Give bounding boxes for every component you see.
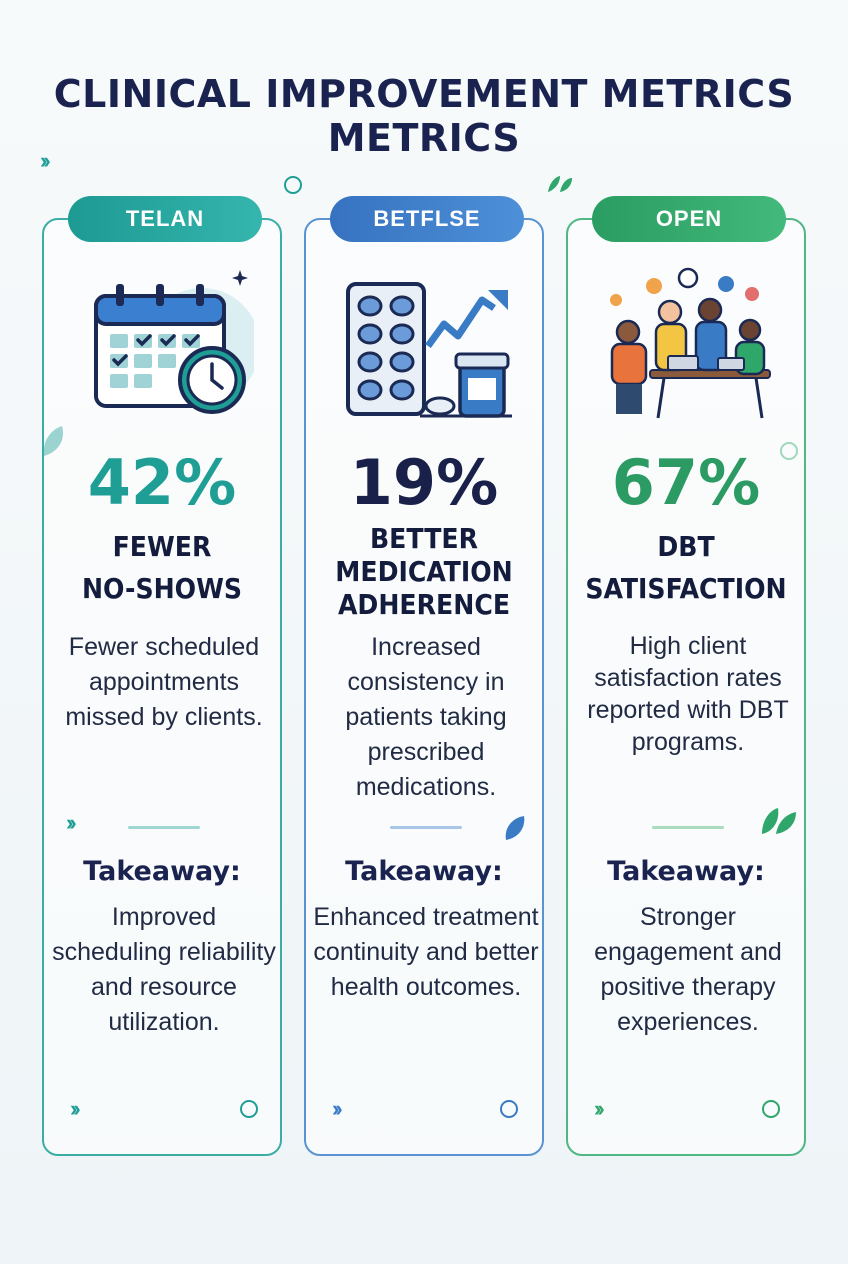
- takeaway-text: Improved scheduling reliability and reso…: [52, 903, 276, 1036]
- takeaway-heading: Takeaway:: [345, 856, 503, 887]
- metric-label: DBT SATISFACTION: [585, 530, 787, 605]
- metric-card-medication-adherence: BETFLSE 19% BETTER MEDICATION ADHERENCE …: [304, 196, 544, 1156]
- page-title: CLINICAL IMPROVEMENT METRICS METRICS: [53, 72, 795, 160]
- chevron-right-icon: ››: [40, 148, 50, 173]
- card-tag: OPEN: [592, 196, 786, 242]
- divider: [652, 826, 724, 829]
- metric-card-dbt-satisfaction: OPEN 67% DBT SATISFACTION High client sa…: [566, 196, 806, 1156]
- metric-percent: 42%: [87, 446, 237, 519]
- card-tag: TELAN: [68, 196, 262, 242]
- divider: [390, 826, 462, 829]
- circle-icon: [284, 176, 302, 194]
- chevron-right-icon: ››: [594, 1096, 604, 1121]
- metric-description: Increased consistency in patients taking…: [345, 633, 507, 801]
- metric-label: FEWER NO-SHOWS: [81, 530, 243, 605]
- metric-label: BETTER MEDICATION ADHERENCE: [335, 522, 513, 621]
- metric-description: High client satisfaction rates reported …: [587, 632, 789, 756]
- metric-description: Fewer scheduled appointments missed by c…: [65, 633, 263, 731]
- pills-growth-chart-icon: [346, 282, 512, 418]
- circle-icon: [762, 1100, 780, 1118]
- circle-icon: [500, 1100, 518, 1118]
- takeaway-heading: Takeaway:: [83, 856, 241, 887]
- chevron-right-icon: ››: [332, 1096, 342, 1121]
- takeaway-heading: Takeaway:: [607, 856, 765, 887]
- card-tag: BETFLSE: [330, 196, 524, 242]
- chevron-right-icon: ››: [66, 810, 76, 835]
- calendar-clock-icon: [94, 270, 254, 414]
- leaf-icon: [762, 808, 796, 834]
- divider: [128, 826, 200, 829]
- group-meeting-icon: [610, 267, 771, 419]
- chevron-right-icon: ››: [70, 1096, 80, 1121]
- takeaway-text: Enhanced treatment continuity and better…: [313, 903, 539, 1001]
- leaf-icon: [505, 816, 525, 840]
- metric-percent: 67%: [611, 446, 761, 519]
- leaf-icon: [548, 176, 572, 192]
- metric-card-no-shows: TELAN 42% FEWER NO-SHOWS Fewer scheduled…: [42, 196, 282, 1156]
- metric-percent: 19%: [349, 446, 499, 519]
- takeaway-text: Stronger engagement and positive therapy…: [594, 903, 782, 1036]
- circle-icon: [240, 1100, 258, 1118]
